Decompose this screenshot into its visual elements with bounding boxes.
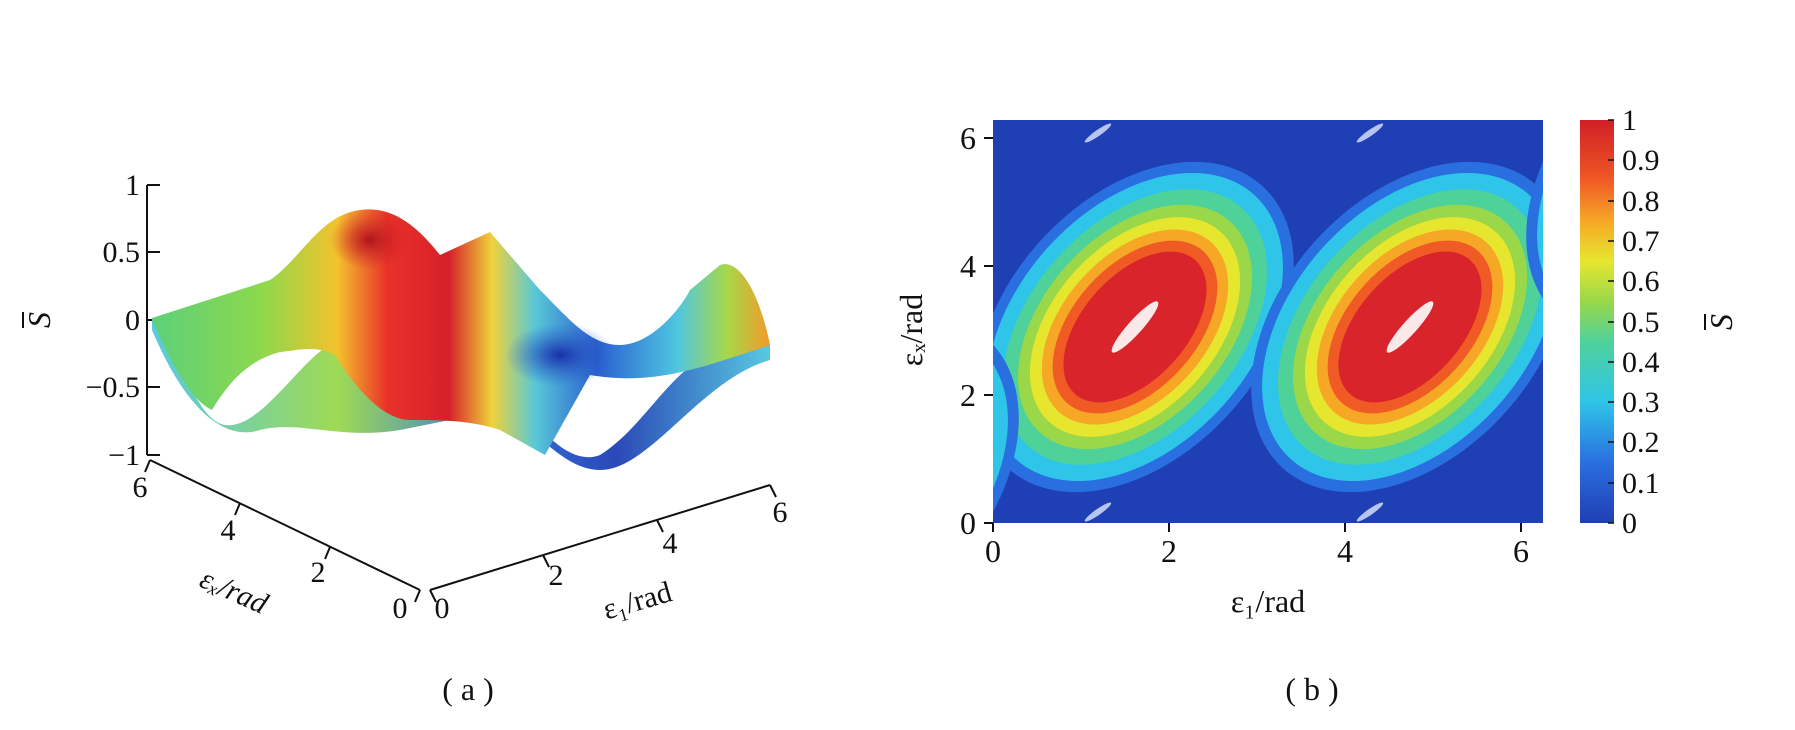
z-tick-label: −1	[108, 439, 140, 472]
heatmap-y-axis-label: εₓ/rad	[893, 294, 929, 366]
heatmap-x-ticks	[992, 523, 1522, 532]
heatmap-glints	[1084, 123, 1384, 522]
x-tick-label: 0	[435, 592, 450, 625]
colorbar-tick-label: 0.3	[1622, 386, 1660, 419]
heatmap-y-ticks	[984, 137, 993, 524]
x-tick-label: 6	[773, 496, 788, 529]
z-tick-label: 1	[125, 169, 140, 202]
colorbar-tick-label: 1	[1622, 104, 1637, 137]
y-tick-label: 0	[393, 592, 408, 625]
heatmap-x-tick-label: 6	[1513, 533, 1529, 569]
heatmap-y-tick-label: 2	[960, 377, 976, 413]
heatmap-x-tick-label: 2	[1161, 533, 1177, 569]
colorbar-tick-label: 0.9	[1622, 144, 1660, 177]
panel-a-caption: ( a )	[442, 671, 494, 707]
heatmap-blob-right	[1251, 161, 1543, 493]
surface-peak	[330, 210, 410, 270]
x-tick-label: 2	[549, 559, 564, 592]
y-tick-label: 2	[311, 556, 326, 589]
y-tick-label: 6	[133, 471, 148, 504]
z-tick-label: 0	[125, 304, 140, 337]
heatmap-y-tick-label: 4	[960, 248, 976, 284]
z-tick-label: −0.5	[86, 371, 140, 404]
surface-trough	[505, 323, 615, 387]
heatmap-x-axis-label: ε₁/rad	[1231, 583, 1305, 619]
heatmap-plot-area	[993, 120, 1543, 523]
y-axis-line	[149, 459, 421, 591]
colorbar-ticks	[1608, 119, 1614, 524]
colorbar-tick-label: 0.5	[1622, 306, 1660, 339]
x-axis-ticks	[429, 484, 777, 603]
colorbar-label: S	[1703, 314, 1739, 330]
z-tick-label: 0.5	[103, 236, 141, 269]
heatmap-y-tick-label: 0	[960, 505, 976, 541]
x-axis-line	[429, 484, 771, 591]
colorbar-tick-label: 0.6	[1622, 265, 1660, 298]
colorbar-tick-label: 0.2	[1622, 426, 1660, 459]
z-axis-label: S	[21, 312, 57, 328]
panel-b-caption: ( b )	[1285, 671, 1338, 707]
colorbar-tick-label: 0	[1622, 507, 1637, 540]
heatmap-blob-left	[993, 161, 1294, 493]
heatmap-x-tick-label: 0	[985, 533, 1001, 569]
y-axis-ticks	[144, 459, 421, 603]
x-axis-label: ε₁/rad	[599, 575, 675, 626]
colorbar-tick-label: 0.4	[1622, 346, 1660, 379]
surface-sheet	[152, 209, 770, 455]
panel-b: 0 2 4 6 0 2 4 6 ε₁/rad εₓ/rad 1 0.9 0.8 …	[893, 104, 1739, 707]
x-tick-label: 4	[663, 527, 678, 560]
panel-a: 1 0.5 0 −0.5 −1 S 6 4 2 0 εₓ/rad	[21, 169, 788, 707]
colorbar-tick-label: 0.1	[1622, 467, 1660, 500]
colorbar-tick-label: 0.8	[1622, 185, 1660, 218]
heatmap-x-tick-label: 4	[1337, 533, 1353, 569]
heatmap-y-tick-label: 6	[960, 120, 976, 156]
y-axis-label: εₓ/rad	[195, 562, 274, 621]
colorbar-tick-label: 0.7	[1622, 225, 1660, 258]
y-tick-label: 4	[221, 514, 236, 547]
